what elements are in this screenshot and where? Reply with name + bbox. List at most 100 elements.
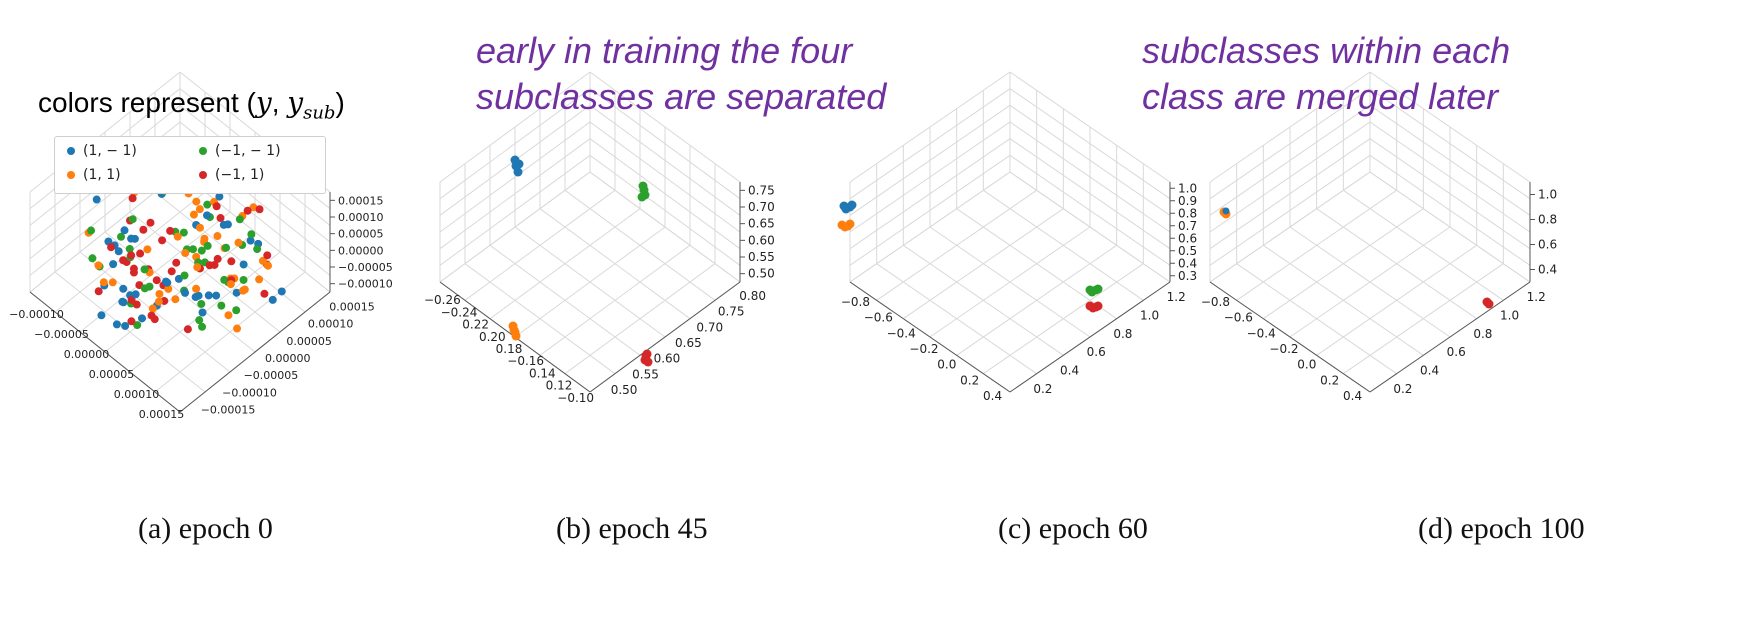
x-tick-label: −0.8 — [1201, 295, 1230, 309]
data-point — [119, 284, 128, 293]
data-point — [133, 321, 142, 330]
x-tick-label: −0.10 — [557, 391, 594, 405]
data-point — [258, 256, 267, 265]
data-point — [268, 295, 277, 304]
data-point — [200, 234, 209, 243]
data-point — [189, 210, 198, 219]
z-tick-label: 0.00005 — [338, 228, 384, 241]
data-point — [513, 167, 523, 177]
legend-dot-4 — [199, 171, 207, 179]
data-point — [94, 287, 103, 296]
y-tick-label: 0.2 — [1033, 382, 1052, 396]
axis-line-x — [179, 291, 331, 413]
data-point — [109, 260, 118, 269]
data-point — [216, 214, 225, 223]
data-point — [1093, 284, 1103, 294]
data-point — [249, 203, 258, 212]
caption-c: (c) epoch 60 — [998, 512, 1148, 545]
data-point — [255, 205, 264, 214]
data-point — [1093, 301, 1103, 311]
x-tick-label: 0.14 — [529, 366, 556, 380]
data-point — [112, 320, 121, 329]
data-point — [140, 265, 149, 274]
legend-title-suffix: ) — [335, 87, 345, 118]
data-point — [114, 247, 123, 256]
z-tick-label: 1.0 — [1178, 181, 1197, 195]
z-tick-label: 0.00015 — [338, 194, 384, 207]
axis-line-y — [29, 291, 181, 413]
x-tick-label: 0.00000 — [64, 348, 110, 361]
data-point — [172, 258, 181, 267]
data-point — [180, 271, 189, 280]
y-tick-label: 0.70 — [696, 320, 723, 334]
grid-line — [564, 263, 716, 375]
data-point — [131, 290, 140, 299]
annotation-early-line-2: subclasses are separated — [476, 76, 887, 117]
data-point — [204, 291, 213, 300]
axis-line-y — [849, 281, 1011, 393]
x-tick-label: −0.4 — [887, 326, 916, 340]
data-point — [514, 159, 524, 169]
y-tick-label: 0.4 — [1060, 364, 1079, 378]
data-point — [223, 220, 232, 229]
x-tick-label: −0.8 — [841, 295, 870, 309]
x-tick-label: 0.00010 — [114, 388, 160, 401]
y-tick-label: 0.00015 — [329, 301, 375, 314]
y-tick-label: −0.00015 — [201, 403, 256, 416]
legend-label-4: (−1, 1) — [215, 167, 265, 183]
data-point — [108, 278, 117, 287]
x-tick-label: −0.2 — [909, 342, 938, 356]
legend-title-prefix: colors represent ( — [38, 87, 256, 118]
legend-entry-2: (−1, − 1) — [199, 143, 281, 159]
data-point — [1484, 299, 1494, 309]
data-point — [260, 289, 269, 298]
y-tick-label: 0.8 — [1473, 327, 1492, 341]
data-point — [239, 286, 248, 295]
z-tick-label: 0.70 — [748, 200, 775, 214]
data-point — [847, 200, 857, 210]
data-point — [226, 280, 235, 289]
z-tick-label: 0.5 — [1178, 244, 1197, 258]
data-point — [146, 218, 155, 227]
data-point — [138, 314, 147, 323]
legend-entry-3: (1, 1) — [67, 167, 121, 183]
legend-title-y: y — [255, 86, 272, 119]
z-tick-label: −0.00005 — [338, 261, 393, 274]
y-tick-label: 0.2 — [1393, 382, 1412, 396]
legend-title: colors represent (y, ysub) — [38, 86, 345, 124]
y-tick-label: 0.6 — [1447, 345, 1466, 359]
data-point — [195, 205, 204, 214]
x-tick-label: 0.20 — [479, 330, 506, 344]
data-point — [243, 206, 252, 215]
legend-title-ysub-base: y — [287, 86, 304, 119]
data-point — [845, 219, 855, 229]
y-tick-label: 0.60 — [654, 352, 681, 366]
annotation-late-line-2: class are merged later — [1142, 76, 1499, 117]
z-tick-label: 0.7 — [1178, 219, 1197, 233]
data-point — [198, 308, 207, 317]
data-point — [263, 261, 272, 270]
data-point — [263, 251, 272, 260]
y-tick-label: 0.75 — [718, 305, 745, 319]
data-point — [99, 278, 108, 287]
grid-line — [439, 88, 591, 200]
y-tick-label: 0.65 — [675, 336, 702, 350]
y-tick-label: 1.2 — [1167, 290, 1186, 304]
data-point — [92, 195, 101, 204]
data-point — [198, 322, 207, 331]
data-point — [191, 293, 200, 302]
data-point — [154, 297, 163, 306]
z-tick-label: 0.4 — [1178, 256, 1197, 270]
legend-label-2: (−1, − 1) — [215, 143, 281, 159]
data-point — [121, 321, 130, 330]
data-point — [166, 226, 175, 235]
z-tick-label: 0.3 — [1178, 269, 1197, 283]
x-tick-label: 0.00005 — [89, 368, 135, 381]
data-point — [255, 275, 264, 284]
z-tick-label: 0.60 — [748, 233, 775, 247]
y-tick-label: 1.0 — [1140, 309, 1159, 323]
data-point — [203, 241, 212, 250]
y-tick-label: 0.00000 — [265, 352, 311, 365]
data-point — [222, 243, 231, 252]
